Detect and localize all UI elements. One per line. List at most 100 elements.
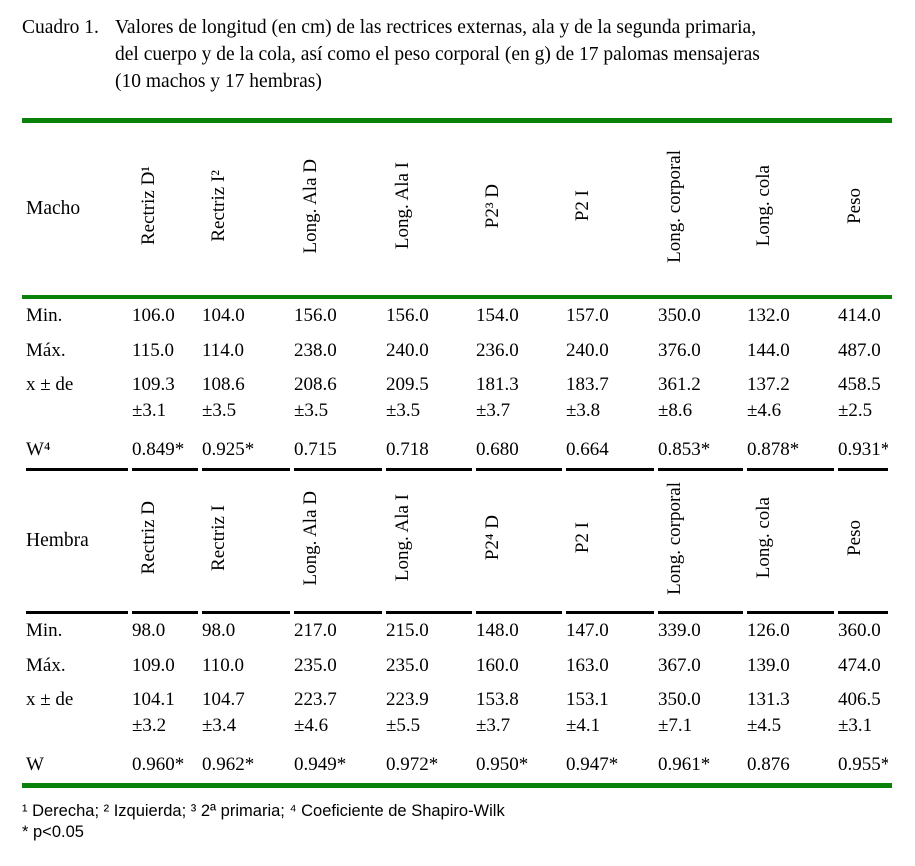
rotated-header-label: P2⁴ D bbox=[482, 515, 503, 561]
table-cell: 115.0 bbox=[132, 339, 175, 361]
table-cell: 0.925* bbox=[202, 432, 290, 471]
table-row: Máx. 109.0 110.0 235.0 235.0 160.0 163.0 367.0 1… bbox=[26, 648, 888, 683]
table-row: W 0.960* 0.962* 0.949* 0.972* 0.950* 0.947* 0.9… bbox=[26, 747, 888, 783]
hembra-column-header-9: Peso bbox=[838, 471, 888, 614]
footnote-definitions: ¹ Derecha; ² Izquierda; ³ 2ª primaria; ⁴… bbox=[22, 802, 505, 820]
rotated-header-label: Peso bbox=[844, 520, 865, 556]
table-cell: 156.0 bbox=[294, 305, 337, 326]
table-cell: 474.0 bbox=[838, 654, 881, 676]
hembra-header-table: Hembra Rectriz D Rectriz I Long. Ala D Long.… bbox=[22, 471, 892, 614]
table-cell: 0.664 bbox=[566, 432, 654, 471]
macho-column-header-3: Long. Ala D bbox=[294, 123, 382, 295]
table-cell: 487.0 bbox=[838, 339, 881, 361]
table-cell: 223.7 ±4.6 bbox=[294, 689, 337, 736]
table-cell: 148.0 bbox=[476, 620, 519, 641]
macho-header-rule bbox=[22, 295, 892, 299]
table-cell: 350.0 ±7.1 bbox=[658, 689, 701, 736]
caption-label: Cuadro 1. bbox=[22, 17, 99, 38]
table-cell: 131.3 ±4.5 bbox=[747, 689, 790, 736]
table-cell: 181.3 ±3.7 bbox=[476, 374, 519, 421]
table-cell: 235.0 bbox=[386, 654, 429, 676]
rotated-header-label: Long. corporal bbox=[664, 149, 685, 263]
rotated-header-label: Rectriz I bbox=[208, 505, 229, 571]
row-label: Máx. bbox=[26, 654, 66, 676]
table-cell: 157.0 bbox=[566, 305, 609, 326]
table-row: Min. 106.0 104.0 156.0 156.0 154.0 157.0 350.0 1… bbox=[26, 299, 888, 333]
hembra-header-row: Hembra Rectriz D Rectriz I Long. Ala D Long.… bbox=[26, 471, 888, 614]
table-cell: 0.876 bbox=[747, 754, 790, 775]
table-cell: 183.7 ±3.8 bbox=[566, 374, 609, 421]
table-cell: 147.0 bbox=[566, 620, 609, 641]
hembra-data-table: Min. 98.0 98.0 217.0 215.0 148.0 147.0 339.0 126… bbox=[22, 614, 892, 783]
table-cell: 209.5 ±3.5 bbox=[386, 374, 429, 421]
table-row: Min. 98.0 98.0 217.0 215.0 148.0 147.0 339.0 126… bbox=[26, 614, 888, 648]
caption-line-3: (10 machos y 17 hembras) bbox=[115, 71, 322, 92]
caption-line-2: del cuerpo y de la cola, así como el pes… bbox=[115, 44, 760, 65]
macho-group-label: Macho bbox=[26, 198, 81, 219]
hembra-column-header-3: Long. Ala D bbox=[294, 471, 382, 614]
rotated-header-label: Long. corporal bbox=[664, 481, 685, 595]
table-cell: 114.0 bbox=[202, 339, 245, 361]
table-cell: 223.9 ±5.5 bbox=[386, 689, 429, 736]
rotated-header-label: Long. cola bbox=[753, 497, 774, 579]
macho-column-header-4: Long. Ala I bbox=[386, 123, 472, 295]
table-cell: 160.0 bbox=[476, 654, 519, 676]
table-top-rule bbox=[22, 118, 892, 123]
rotated-header-label: Rectriz D¹ bbox=[138, 166, 159, 246]
rotated-header-label: Long. Ala I bbox=[392, 162, 413, 250]
row-label: Min. bbox=[26, 305, 63, 326]
table-cell: 350.0 bbox=[658, 305, 701, 326]
rotated-header-label: Rectriz D bbox=[138, 501, 159, 575]
row-label: W bbox=[26, 754, 44, 775]
macho-column-header-9: Peso bbox=[838, 123, 888, 295]
table-bottom-rule bbox=[22, 783, 892, 788]
table-cell: 0.961* bbox=[658, 754, 711, 775]
rotated-header-label: Long. Ala D bbox=[300, 490, 321, 586]
macho-header-table: Macho Rectriz D¹ Rectriz I² Long. Ala D Long… bbox=[22, 123, 892, 295]
rotated-header-label: Long. Ala D bbox=[300, 158, 321, 254]
table-cell: 98.0 bbox=[132, 620, 166, 641]
caption-text: Valores de longitud (en cm) de las rectr… bbox=[115, 14, 760, 95]
table-row: W⁴ 0.849* 0.925* 0.715 0.718 0.680 0.664 0.853*… bbox=[26, 432, 888, 471]
macho-header-row: Macho Rectriz D¹ Rectriz I² Long. Ala D Long… bbox=[26, 123, 888, 295]
macho-column-header-6: P2 I bbox=[566, 123, 654, 295]
table-cell: 108.6 ±3.5 bbox=[202, 374, 245, 421]
table-cell: 406.5 ±3.1 bbox=[838, 689, 881, 736]
table-cell: 139.0 bbox=[747, 654, 790, 676]
macho-column-header-5: P2³ D bbox=[476, 123, 562, 295]
rotated-header-label: Peso bbox=[844, 188, 865, 224]
table-cell: 126.0 bbox=[747, 620, 790, 641]
table-cell: 235.0 bbox=[294, 654, 337, 676]
table-cell: 0.931* bbox=[838, 432, 888, 471]
macho-column-header-7: Long. corporal bbox=[658, 123, 743, 295]
table-cell: 208.6 ±3.5 bbox=[294, 374, 337, 421]
table-cell: 0.972* bbox=[386, 754, 439, 775]
hembra-column-header-2: Rectriz I bbox=[202, 471, 290, 614]
row-label: x ± de bbox=[26, 374, 74, 395]
row-label: Máx. bbox=[26, 339, 66, 361]
table-cell: 414.0 bbox=[838, 305, 881, 326]
table-cell: 132.0 bbox=[747, 305, 790, 326]
table-cell: 367.0 bbox=[658, 654, 701, 676]
table-cell: 0.715 bbox=[294, 432, 382, 471]
macho-column-header-2: Rectriz I² bbox=[202, 123, 290, 295]
row-label: x ± de bbox=[26, 689, 74, 710]
rotated-header-label: Long. Ala I bbox=[392, 494, 413, 582]
table-cell: 376.0 bbox=[658, 339, 701, 361]
table-cell: 163.0 bbox=[566, 654, 609, 676]
table-row: x ± de 104.1 ±3.2 104.7 ±3.4 223.7 ±4.6 223.… bbox=[26, 683, 888, 747]
macho-data-table: Min. 106.0 104.0 156.0 156.0 154.0 157.0 350.0 1… bbox=[22, 299, 892, 471]
table-cell: 0.680 bbox=[476, 432, 562, 471]
rotated-header-label: P2³ D bbox=[482, 183, 503, 229]
table-cell: 109.3 ±3.1 bbox=[132, 374, 175, 421]
footnotes: ¹ Derecha; ² Izquierda; ³ 2ª primaria; ⁴… bbox=[22, 801, 915, 843]
table-cell: 104.0 bbox=[202, 305, 245, 326]
table-cell: 0.960* bbox=[132, 754, 185, 775]
hembra-column-header-5: P2⁴ D bbox=[476, 471, 562, 614]
rotated-header-label: P2 I bbox=[572, 190, 593, 222]
table-cell: 106.0 bbox=[132, 305, 175, 326]
table-cell: 236.0 bbox=[476, 339, 519, 361]
row-label: Min. bbox=[26, 620, 63, 641]
table-cell: 0.950* bbox=[476, 754, 529, 775]
